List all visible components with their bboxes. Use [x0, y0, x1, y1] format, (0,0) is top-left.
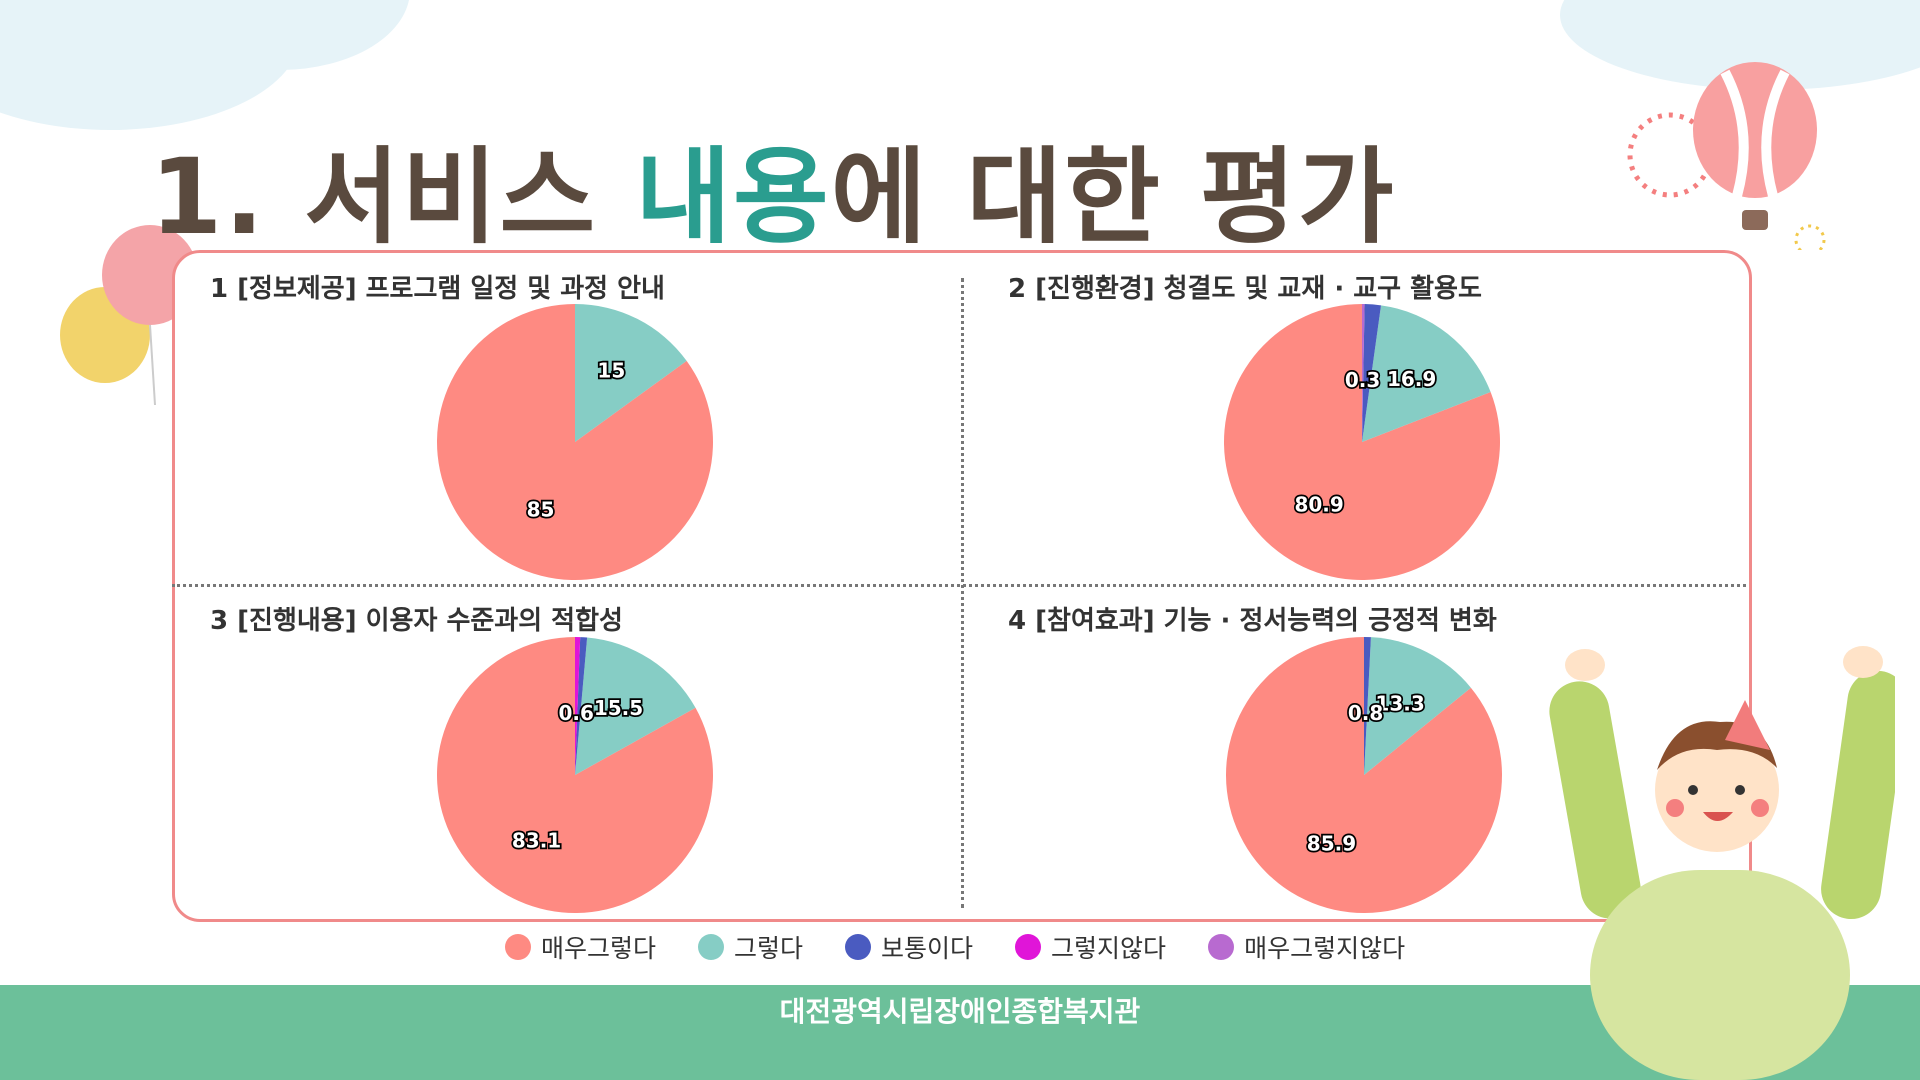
cheering-child-illustration	[1549, 646, 1895, 1080]
legend-item: 매우그렇다	[505, 929, 656, 965]
legend-label: 보통이다	[881, 934, 974, 963]
chart-legend: 매우그렇다 그렇다 보통이다 그렇지않다 매우그렇지않다	[505, 930, 1447, 964]
pie-data-label: 80.9	[1294, 493, 1343, 517]
footer-organization-name: 대전광역시립장애인종합복지관	[779, 995, 1141, 1028]
chart-3-title: 3 [진행내용] 이용자 수준과의 적합성	[210, 606, 623, 636]
pie-data-label: 0.8	[1348, 701, 1383, 725]
pie-slice	[575, 637, 581, 775]
pie-data-label: 0.6	[558, 701, 593, 725]
pie-data-label: 83.1	[512, 828, 561, 852]
legend-label: 매우그렇다	[541, 934, 657, 963]
legend-swatch	[505, 934, 531, 960]
legend-item: 매우그렇지않다	[1208, 929, 1405, 965]
pie-data-label: 0.3	[1345, 368, 1380, 392]
legend-swatch	[1208, 934, 1235, 960]
page-title: 1. 서비스 내용에 대한 평가	[150, 136, 1396, 258]
pie-data-label: 13.3	[1375, 692, 1424, 716]
pie-chart-1: 85 15	[437, 304, 713, 580]
legend-label: 그렇다	[734, 934, 804, 963]
legend-label: 그렇지않다	[1051, 934, 1167, 963]
legend-item: 그렇다	[698, 929, 803, 965]
divider-vertical	[961, 278, 964, 908]
chart-2-title: 2 [진행환경] 청결도 및 교재 · 교구 활용도	[1008, 274, 1482, 304]
pie-data-label: 85	[527, 498, 555, 522]
pie-data-label: 15	[597, 359, 625, 383]
pie-chart-2: 80.9 16.9 0.3	[1224, 304, 1500, 580]
hot-air-balloon-decoration	[1627, 62, 1826, 250]
pie-slice	[1362, 304, 1382, 442]
pie-slice	[1362, 304, 1365, 442]
pie-slice	[1364, 637, 1471, 775]
pie-slice	[575, 304, 687, 442]
pie-chart-4: 85.9 13.30.8	[1226, 637, 1502, 913]
legend-swatch	[1015, 934, 1042, 960]
pie-data-label: 16.9	[1387, 367, 1436, 391]
chart-4-title: 4 [참여효과] 기능 · 정서능력의 긍정적 변화	[1008, 606, 1497, 636]
pie-slice	[575, 637, 588, 775]
pie-data-label: 15.5	[594, 696, 643, 720]
pie-slice	[1364, 637, 1371, 775]
legend-swatch	[698, 934, 725, 960]
divider-horizontal	[172, 584, 1746, 587]
legend-label: 매우그렇지않다	[1244, 934, 1406, 963]
legend-swatch	[845, 934, 872, 960]
chart-1-title: 1 [정보제공] 프로그램 일정 및 과정 안내	[210, 274, 665, 304]
pie-data-label: 85.9	[1307, 832, 1356, 856]
legend-item: 보통이다	[845, 929, 973, 965]
legend-item: 그렇지않다	[1015, 929, 1166, 965]
pie-chart-3: 83.1 15.50.6	[437, 637, 713, 913]
pie-slice	[575, 637, 696, 775]
pie-slice	[1362, 305, 1491, 442]
